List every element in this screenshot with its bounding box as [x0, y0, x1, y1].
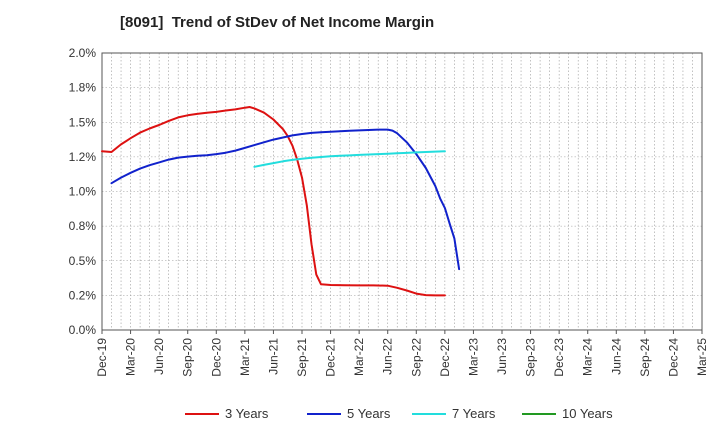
axes: 0.0% 0.2% 0.5% 0.8% 1.0% 1.2% 1.5% 1.8% 2.0% Dec-… — [69, 46, 709, 377]
legend-label: 10 Years — [562, 406, 613, 421]
x-tick-label: Dec-19 — [95, 338, 109, 377]
x-tick-label: Sep-24 — [638, 338, 652, 377]
y-tick-label: 1.2% — [69, 150, 97, 164]
y-tick-label: 0.5% — [69, 254, 97, 268]
y-tick-label: 2.0% — [69, 46, 97, 60]
x-tick-label: Jun-24 — [609, 338, 623, 375]
x-tick-label: Sep-23 — [524, 338, 538, 377]
grid-lines — [102, 52, 702, 330]
x-tick-label: Dec-21 — [324, 338, 338, 377]
y-tick-label: 1.8% — [69, 81, 97, 95]
x-tick-label: Dec-20 — [209, 338, 223, 377]
x-tick-label: Sep-20 — [181, 338, 195, 377]
x-tick-label: Sep-22 — [409, 338, 423, 377]
x-tick-label: Mar-21 — [238, 338, 252, 376]
legend-label: 7 Years — [452, 406, 496, 421]
x-tick-label: Mar-23 — [466, 338, 480, 376]
chart-title: [8091] Trend of StDev of Net Income Marg… — [120, 14, 435, 31]
x-tick-label: Mar-22 — [352, 338, 366, 376]
y-tick-label: 0.8% — [69, 219, 97, 233]
x-tick-label: Mar-24 — [581, 338, 595, 376]
legend: 3 Years 5 Years 7 Years 10 Years — [185, 406, 613, 421]
legend-label: 3 Years — [225, 406, 269, 421]
y-tick-label: 0.0% — [69, 323, 97, 337]
series-line-5-years — [110, 128, 461, 271]
x-tick-label: Sep-21 — [295, 338, 309, 377]
series-line-3-years — [101, 106, 446, 297]
y-tick-label: 0.2% — [69, 288, 97, 302]
y-tick-label: 1.0% — [69, 185, 97, 199]
plot-frame — [101, 52, 703, 331]
x-tick-label: Dec-22 — [438, 338, 452, 377]
x-tick-label: Dec-24 — [666, 338, 680, 377]
series-line-7-years — [253, 150, 446, 168]
x-tick-label: Jun-21 — [266, 338, 280, 375]
y-tick-label: 1.5% — [69, 115, 97, 129]
x-tick-label: Jun-20 — [152, 338, 166, 375]
legend-label: 5 Years — [347, 406, 391, 421]
x-tick-label: Jun-22 — [381, 338, 395, 375]
x-tick-label: Mar-20 — [124, 338, 138, 376]
series-lines — [101, 106, 461, 297]
x-tick-label: Jun-23 — [495, 338, 509, 375]
x-tick-label: Dec-23 — [552, 338, 566, 377]
x-tick-label: Mar-25 — [695, 338, 709, 376]
